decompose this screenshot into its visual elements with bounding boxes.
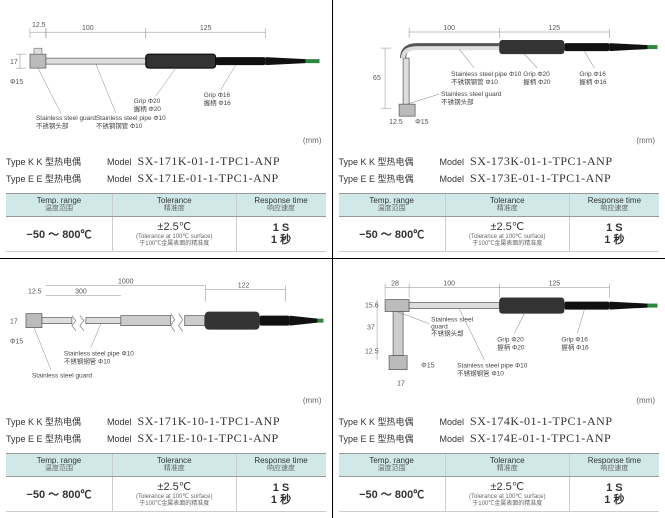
callout-guard-4cn: 不锈钢头部 [431,329,464,338]
model-k-4: SX-174K-01-1-TPC1-ANP [470,413,613,430]
spec-table-3: Temp. range温度范围 Tolerance精准度 Response ti… [6,453,326,512]
dim-c3: 122 [238,283,250,290]
product-grid: 12.5 100 125 17 Φ15 [0,0,665,518]
diagram-2: 100 125 65 12.5 Φ15 [339,4,660,147]
callout-grip16-cn: 握柄 Φ16 [204,98,231,107]
callout-guard-3: Stainless steel guard [32,373,92,380]
callout-grip20-4: Grip Φ20 [497,337,524,344]
callout-grip16: Grip Φ16 [204,92,231,99]
spec-table-4: Temp. range温度范围 Tolerance精准度 Response ti… [339,453,660,512]
product-cell-3: 1000 300 122 17 Φ15 12.5 [0,259,333,518]
spec-table-1: Temp. range温度范围 Tolerance精准度 Response ti… [6,193,326,252]
diagram-1: 12.5 100 125 17 Φ15 [6,4,326,147]
model-word: Model [107,156,132,169]
models-2: Type K K 型热电偶 Model SX-173K-01-1-TPC1-AN… [339,153,660,187]
mm-label: (mm) [303,396,322,405]
callout-grip20-2: Grip Φ20 [523,71,550,78]
dim-w4: 17 [397,381,405,388]
dim-a4: 28 [391,281,399,288]
dim-h2: 65 [373,75,381,82]
callout-grip20-2cn: 握柄 Φ20 [523,77,551,86]
model-e-1: SX-171E-01-1-TPC1-ANP [138,170,279,187]
dim-c2: 125 [548,25,560,32]
product-cell-4: 28 100 125 15.6 37 12.5 17 Φ15 [333,259,665,518]
dim-a: 12.5 [32,22,46,29]
svg-text:guard: guard [431,324,448,331]
model-e-3: SX-171E-10-1-TPC1-ANP [138,430,279,447]
callout-guard: Stainless steel guard [36,115,96,122]
callout-guard-2: Stainless steel guard [441,91,502,98]
dim-d3: Φ15 [10,339,23,346]
dim-h1-4: 15.6 [365,303,379,310]
model-e-2: SX-173E-01-1-TPC1-ANP [470,170,611,187]
callout-grip16-2: Grip Φ16 [579,71,606,78]
callout-pipe10-4cn: 不锈钢钢管 Φ10 [457,369,504,378]
mm-label: (mm) [303,136,322,145]
dim-h2-4: 37 [367,325,375,332]
dim-c4: 125 [548,281,560,288]
dim-b4: 100 [443,281,455,288]
callout-guard-4: Stainless steel [431,317,473,324]
callout-pipe10-2: Stainless steel pipe Φ10 [451,71,522,78]
dim-c: 125 [200,25,212,32]
callout-grip20: Grip Φ20 [134,98,161,105]
dim-d: Φ15 [10,79,23,86]
callout-grip20-4cn: 握柄 Φ20 [497,343,525,352]
model-k-3: SX-171K-10-1-TPC1-ANP [138,413,281,430]
type-e-label: Type E E 型热电偶 [6,173,101,186]
callout-grip20-cn: 握柄 Φ20 [134,104,161,113]
dim-w2: 12.5 [389,119,403,126]
callout-pipe10: Stainless steel pipe Φ10 [96,115,166,122]
callout-grip16-2cn: 握柄 Φ16 [579,77,607,86]
td-resp: 1 S1 秒 [236,216,325,251]
callout-grip16-4cn: 握柄 Φ16 [561,343,589,352]
callout-pipe10-4: Stainless steel pipe Φ10 [457,363,528,370]
model-e-4: SX-174E-01-1-TPC1-ANP [470,430,611,447]
callout-guard-cn: 不锈钢头部 [36,121,69,130]
th-resp: Response time响应速度 [236,193,325,216]
callout-pipe10-cn: 不锈钢钢管 Φ10 [96,121,143,130]
spec-table-2: Temp. range温度范围 Tolerance精准度 Response ti… [339,193,660,252]
callout-guard-2cn: 不锈钢头部 [441,97,474,106]
callout-pipe10-3cn: 不锈钢钢管 Φ10 [64,357,111,366]
callout-pipe10-2cn: 不锈钢钢管 Φ10 [451,77,498,86]
product-cell-1: 12.5 100 125 17 Φ15 [0,0,333,259]
model-word: Model [107,173,132,186]
dim-h3-4: 12.5 [365,349,379,356]
td-tol: ±2.5℃(Tolerance at 100℃ surface)于100℃金属表… [112,216,236,251]
dim-d2: Φ15 [415,119,428,126]
models-1: Type K K 型热电偶 Model SX-171K-01-1-TPC1-AN… [6,153,326,187]
model-k-2: SX-173K-01-1-TPC1-ANP [470,153,613,170]
dim-bt3: 1000 [118,279,134,286]
mm-label: (mm) [636,396,655,405]
dim-b3: 300 [75,289,87,296]
th-temp: Temp. range温度范围 [6,193,112,216]
dim-b2: 100 [443,25,455,32]
th-tol: Tolerance精准度 [112,193,236,216]
diagram-4: 28 100 125 15.6 37 12.5 17 Φ15 [339,263,660,407]
dim-d4: Φ15 [421,363,434,370]
product-cell-2: 100 125 65 12.5 Φ15 [333,0,665,259]
dim-h3: 17 [10,319,18,326]
callout-grip16-4: Grip Φ16 [561,337,588,344]
models-4: Type K K 型热电偶 Model SX-174K-01-1-TPC1-AN… [339,413,660,447]
diagram-3: 1000 300 122 17 Φ15 12.5 [6,263,326,407]
td-temp: −50 〜 800℃ [6,216,112,251]
mm-label: (mm) [636,136,655,145]
dim-b: 100 [82,25,94,32]
models-3: Type K K 型热电偶 Model SX-171K-10-1-TPC1-AN… [6,413,326,447]
callout-pipe10-3: Stainless steel pipe Φ10 [64,351,134,358]
dim-h: 17 [10,59,18,66]
dim-a3: 12.5 [28,289,42,296]
type-k-label: Type K K 型热电偶 [6,156,101,169]
model-k-1: SX-171K-01-1-TPC1-ANP [138,153,281,170]
